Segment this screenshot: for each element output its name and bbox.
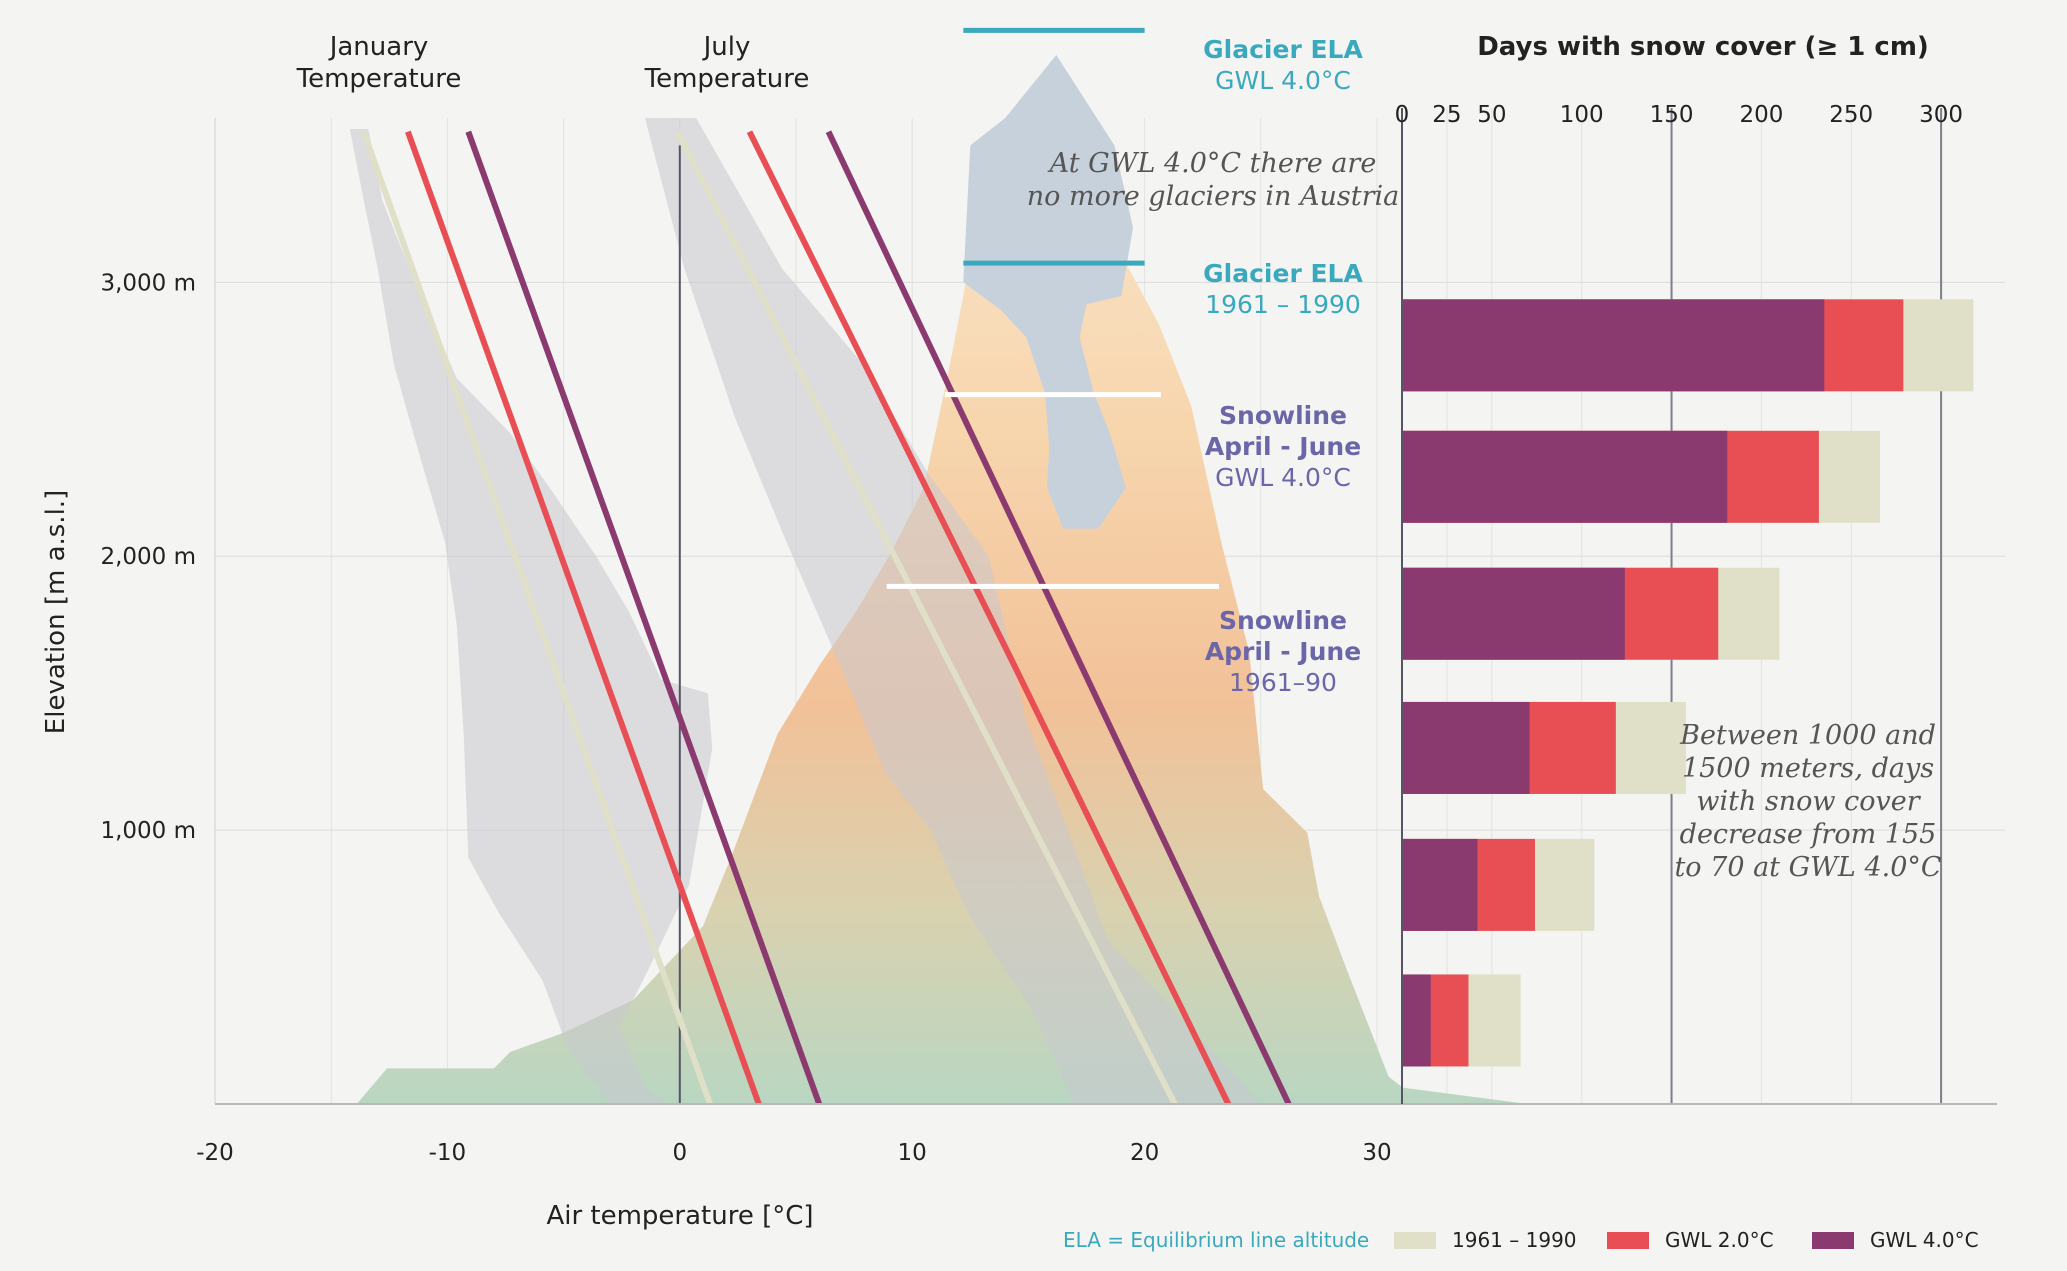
- x-tick-label: 30: [1362, 1140, 1391, 1166]
- annotation-snowdays-line: to 70 at GWL 4.0°C: [1674, 852, 1941, 883]
- annotation-glaciers-line: At GWL 4.0°C there are: [1047, 148, 1377, 179]
- header-july-line-1: July: [702, 32, 751, 62]
- x-tick-label: -20: [196, 1140, 234, 1166]
- snow-tick-label: 100: [1560, 102, 1604, 128]
- legend-items: 1961 – 1990 GWL 2.0°C GWL 4.0°C: [1394, 1228, 1979, 1252]
- legend-swatch: [1812, 1232, 1854, 1249]
- temp-line-july-gwl-2-0-c: [746, 130, 1231, 1106]
- reference-lines: [886, 27, 1219, 589]
- snow-tick-label: 25: [1432, 102, 1461, 128]
- annotation-snowdays-line: with snow cover: [1696, 786, 1921, 817]
- x-axis-label: Air temperature [°C]: [546, 1201, 813, 1231]
- snow-tick-label: 200: [1739, 102, 1783, 128]
- header-july-line-2: Temperature: [644, 64, 810, 94]
- label-ela61-line: Glacier ELA: [1203, 259, 1363, 288]
- legend-item-2: GWL 4.0°C: [1812, 1228, 1979, 1252]
- label-ela61-line: 1961 – 1990: [1205, 290, 1361, 319]
- annotation-glaciers-line: no more glaciers in Austria: [1027, 181, 1400, 212]
- snow-bar-0-gwl-4-0-c: [1402, 299, 1825, 392]
- legend-ela-note: ELA = Equilibrium line altitude: [1063, 1228, 1369, 1252]
- x-tick-label: 20: [1130, 1140, 1159, 1166]
- temp-line-january-gwl-4-0-c: [465, 130, 823, 1106]
- legend-label: GWL 2.0°C: [1665, 1228, 1774, 1252]
- x-tick-label: 0: [672, 1140, 687, 1166]
- temperature-lines: [360, 130, 1292, 1106]
- y-tick-label: 2,000 m: [100, 544, 196, 570]
- snow-bar-3-gwl-4-0-c: [1402, 701, 1530, 794]
- snow-tick-label: 50: [1477, 102, 1506, 128]
- y-tick-label: 3,000 m: [100, 270, 196, 296]
- label-ela4-line: Glacier ELA: [1203, 35, 1363, 64]
- axes: -20 -10 0 10 20 30 1,000 m 2,000 m 3,000 m 0 25 50 1…: [100, 102, 1997, 1166]
- legend-item-0: 1961 – 1990: [1394, 1228, 1577, 1252]
- snow-cover-title: Days with snow cover (≥ 1 cm): [1477, 32, 1929, 62]
- header-january-line-2: Temperature: [296, 64, 462, 94]
- label-snow61-line: April - June: [1205, 637, 1361, 666]
- header-july: July Temperature: [644, 32, 810, 94]
- legend-item-1: GWL 2.0°C: [1607, 1228, 1774, 1252]
- label-snow61-line: 1961–90: [1229, 668, 1337, 697]
- x-tick-label: -10: [429, 1140, 467, 1166]
- snow-cover-bars: [1402, 299, 1974, 1067]
- label-ela4-line: GWL 4.0°C: [1215, 66, 1351, 95]
- header-january-line-1: January: [328, 32, 429, 62]
- y-axis-label: Elevation [m a.s.l.]: [41, 490, 71, 734]
- annotation-snowdays-line: 1500 meters, days: [1682, 753, 1934, 784]
- snow-bar-2-gwl-4-0-c: [1402, 567, 1625, 660]
- legend-swatch: [1607, 1232, 1649, 1249]
- label-snow4-line: Snowline: [1219, 401, 1347, 430]
- y-tick-label: 1,000 m: [100, 818, 196, 844]
- snow-tick-label: 250: [1829, 102, 1873, 128]
- label-snow4-line: April - June: [1205, 432, 1361, 461]
- legend: ELA = Equilibrium line altitude 1961 – 1…: [1063, 1228, 1979, 1252]
- legend-label: 1961 – 1990: [1452, 1228, 1577, 1252]
- legend-swatch: [1394, 1232, 1436, 1249]
- temp-line-july-1961-1990: [674, 130, 1178, 1106]
- snow-bar-1-gwl-4-0-c: [1402, 430, 1728, 523]
- annotation-snowdays-line: Between 1000 and: [1679, 720, 1936, 751]
- temp-line-january-1961-1990: [360, 130, 713, 1106]
- snow-bar-5-gwl-4-0-c: [1402, 974, 1431, 1067]
- legend-label: GWL 4.0°C: [1870, 1228, 1979, 1252]
- snow-bar-4-gwl-4-0-c: [1402, 838, 1478, 931]
- temp-line-july-gwl-4-0-c: [825, 130, 1292, 1106]
- snow-tick-label: 0: [1395, 102, 1410, 128]
- snow-tick-label: 150: [1650, 102, 1694, 128]
- x-tick-label: 10: [898, 1140, 927, 1166]
- label-snow4-line: GWL 4.0°C: [1215, 463, 1351, 492]
- annotation-snowdays-line: decrease from 155: [1680, 819, 1937, 850]
- header-january: January Temperature: [296, 32, 462, 94]
- snow-tick-label: 300: [1919, 102, 1963, 128]
- glacier-area: [963, 55, 1133, 529]
- label-snow61-line: Snowline: [1219, 606, 1347, 635]
- temp-line-january-gwl-2-0-c: [405, 130, 762, 1106]
